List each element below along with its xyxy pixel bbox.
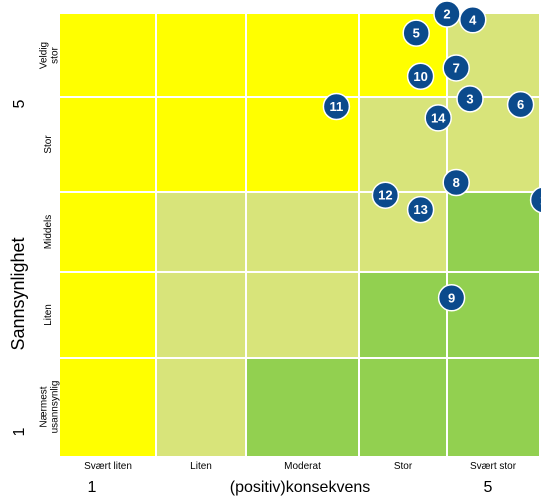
y-tick-nærmest-usannsynlig: Nærmestusannsynlig xyxy=(39,381,61,434)
risk-marker-circle xyxy=(456,85,484,113)
risk-marker-6: 6 xyxy=(506,90,535,119)
risk-marker-label: 1 xyxy=(540,193,541,208)
x-tick-svært-liten: Svært liten xyxy=(84,461,132,472)
risk-marker-label: 5 xyxy=(413,26,420,41)
x-tick-moderat: Moderat xyxy=(284,461,321,472)
risk-markers: 1234567891011121314 xyxy=(322,0,541,312)
risk-marker-circle xyxy=(442,54,470,82)
risk-marker-2: 2 xyxy=(433,0,461,28)
cell-y5-x4 xyxy=(359,14,447,97)
x-axis-max-label: 5 xyxy=(484,479,493,496)
risk-marker-5: 5 xyxy=(402,19,430,47)
y-tick-labels: Nærmestusannsynlig Liten Middels Stor Veldig… xyxy=(39,42,61,434)
cell-y4-x1 xyxy=(60,97,156,192)
risk-marker-12: 12 xyxy=(371,181,400,209)
risk-marker-circle xyxy=(442,168,470,197)
cell-y1-x5 xyxy=(447,358,539,456)
cell-y5-x3 xyxy=(246,14,359,97)
risk-marker-label: 2 xyxy=(443,7,450,22)
risk-marker-label: 8 xyxy=(453,175,460,190)
cell-y4-x2 xyxy=(156,97,246,192)
risk-marker-circle xyxy=(424,104,452,132)
cell-y1-x2 xyxy=(156,358,246,456)
risk-marker-label: 11 xyxy=(330,99,344,114)
cell-y5-x2 xyxy=(156,14,246,97)
matrix-cells xyxy=(60,14,539,456)
x-tick-liten: Liten xyxy=(190,461,212,472)
risk-marker-3: 3 xyxy=(456,85,484,113)
cell-y2-x1 xyxy=(60,272,156,358)
risk-marker-1: 1 xyxy=(529,186,541,214)
risk-marker-circle xyxy=(459,6,487,34)
cell-y3-x3 xyxy=(246,192,359,272)
matrix-gridlines xyxy=(60,14,539,456)
cell-y2-x5 xyxy=(447,272,539,358)
x-tick-stor: Stor xyxy=(394,461,413,472)
cell-y1-x3 xyxy=(246,358,359,456)
x-tick-svært-stor: Svært stor xyxy=(470,461,517,472)
y-tick-middels: Middels xyxy=(43,215,54,249)
cell-y3-x1 xyxy=(60,192,156,272)
risk-marker-circle xyxy=(322,92,351,121)
y-axis-min-label: 1 xyxy=(11,427,28,436)
risk-marker-11: 11 xyxy=(322,92,351,121)
risk-marker-10: 10 xyxy=(406,62,435,90)
risk-marker-14: 14 xyxy=(424,104,452,132)
risk-marker-circle xyxy=(506,90,535,119)
risk-marker-label: 9 xyxy=(448,290,455,305)
cell-y1-x4 xyxy=(359,358,447,456)
risk-marker-label: 12 xyxy=(378,188,392,203)
x-tick-labels: Svært liten Liten Moderat Stor Svært stor xyxy=(84,461,517,472)
risk-marker-circle xyxy=(433,0,461,28)
risk-marker-8: 8 xyxy=(442,168,470,197)
cell-y3-x4 xyxy=(359,192,447,272)
risk-marker-label: 4 xyxy=(469,12,477,27)
y-axis-max-label: 5 xyxy=(11,99,28,108)
cell-y2-x3 xyxy=(246,272,359,358)
risk-marker-circle xyxy=(371,181,400,209)
y-axis-title: Sannsynlighet xyxy=(8,237,28,350)
cell-y2-x4 xyxy=(359,272,447,358)
risk-marker-label: 13 xyxy=(413,202,427,217)
x-axis-title: (positiv)konsekvens xyxy=(230,479,371,496)
cell-y5-x1 xyxy=(60,14,156,97)
risk-marker-circle xyxy=(437,284,466,312)
risk-marker-label: 10 xyxy=(413,69,427,84)
cell-y3-x2 xyxy=(156,192,246,272)
risk-marker-9: 9 xyxy=(437,284,466,312)
risk-marker-circle xyxy=(402,19,430,47)
risk-marker-label: 14 xyxy=(431,110,446,125)
cell-y3-x5 xyxy=(447,192,539,272)
risk-marker-7: 7 xyxy=(442,54,470,82)
risk-marker-13: 13 xyxy=(406,195,435,224)
risk-marker-circle xyxy=(406,62,435,90)
risk-marker-label: 3 xyxy=(466,91,473,106)
x-axis-min-label: 1 xyxy=(88,479,97,496)
risk-marker-circle xyxy=(406,195,435,224)
y-tick-veldig-stor: Veldigstor xyxy=(39,42,61,69)
cell-y2-x2 xyxy=(156,272,246,358)
cell-y1-x1 xyxy=(60,358,156,456)
risk-marker-label: 6 xyxy=(517,97,524,112)
risk-marker-circle xyxy=(529,186,541,214)
risk-marker-label: 7 xyxy=(453,60,460,75)
risk-marker-4: 4 xyxy=(459,6,487,34)
y-tick-liten: Liten xyxy=(43,304,54,326)
y-tick-stor: Stor xyxy=(43,135,54,154)
